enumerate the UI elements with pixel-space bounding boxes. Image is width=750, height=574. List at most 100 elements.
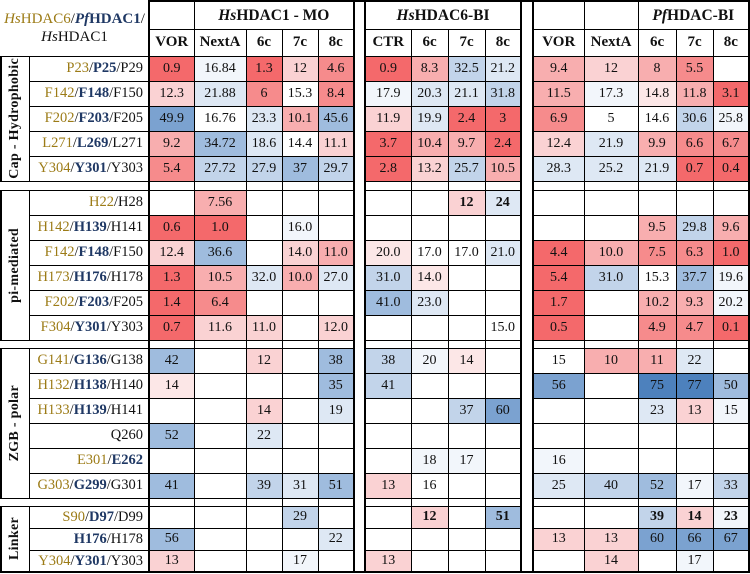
value-cell: 31.0 [583,264,639,291]
corner-line1: HsHDAC6/PfHDAC1/ [4,10,145,27]
value-cell: 13 [148,549,195,573]
column-gap [520,56,535,81]
value-cell: 13 [364,472,412,499]
value-cell: 0.4 [712,155,750,182]
empty-cell [484,372,523,399]
value-cell: 20.0 [364,239,412,266]
value-cell: 11.1 [317,130,356,157]
column-gap [520,448,535,473]
value-cell: 19 [317,397,356,424]
column-header: 7c [675,28,714,57]
column-header: NextA [583,28,639,57]
value-cell: 7.5 [637,239,677,266]
column-gap [353,131,367,156]
column-header: 6c [637,28,677,57]
value-cell: 9.7 [447,130,486,157]
value-cell: 13 [675,397,714,424]
column-gap [520,215,535,240]
column-gap [520,315,535,340]
value-cell: 4.7 [675,314,714,341]
value-cell: 38 [364,347,412,374]
empty-cell [484,264,523,291]
section-gap [410,181,449,190]
value-cell: 14 [245,397,283,424]
section-gap [637,340,677,348]
section-label: ZGB - polar [0,347,30,499]
section-gap [193,340,247,348]
value-cell: 16.0 [281,214,319,241]
value-cell: 27.9 [245,155,283,182]
value-cell: 15.0 [484,314,523,341]
column-gap [520,506,535,528]
value-cell: 11.6 [193,314,247,341]
value-cell: 12.4 [532,130,585,157]
value-cell: 10.2 [637,289,677,316]
value-cell: 11.8 [675,80,714,107]
value-cell: 16 [532,447,585,474]
section-label: Linker [0,505,30,573]
empty-cell [193,527,247,551]
value-cell: 22 [317,527,356,551]
value-cell: 11.0 [317,239,356,266]
empty-cell [281,289,319,316]
empty-cell [148,505,195,529]
value-cell: 14 [148,372,195,399]
column-gap [520,240,535,265]
empty-cell [364,214,412,241]
residue-label: S90/D97/D99 [28,505,150,529]
column-header: VOR [532,28,585,57]
value-cell: 34.72 [193,130,247,157]
value-cell: 20 [410,347,449,374]
empty-cell [193,397,247,424]
value-cell: 15 [532,347,585,374]
value-cell: 1.4 [148,289,195,316]
value-cell: 12 [245,347,283,374]
empty-cell [637,189,677,216]
column-gap [520,423,535,448]
column-header: 7c [447,28,486,57]
value-cell: 10.1 [281,105,319,132]
empty-cell [583,422,639,449]
empty-cell [484,422,523,449]
empty-cell [193,549,247,573]
empty-cell [364,527,412,551]
column-gap [353,340,367,348]
value-cell: 14 [583,549,639,573]
column-header: 6c [410,28,449,57]
value-cell: 3.7 [364,130,412,157]
value-cell: 12 [410,505,449,529]
column-gap [353,398,367,423]
empty-cell [447,372,486,399]
value-cell: 9.9 [637,130,677,157]
residue-label: H132/H138/H140 [28,372,150,399]
value-cell: 16.84 [193,55,247,82]
value-cell: 10.4 [410,130,449,157]
section-gap [281,181,319,190]
column-gap [520,29,535,56]
empty-cell [193,447,247,474]
column-gap [353,473,367,498]
value-cell: 17.9 [364,80,412,107]
column-gap [353,423,367,448]
empty-cell [317,505,356,529]
column-gap [353,506,367,528]
section-gap [148,340,195,348]
empty-cell [410,189,449,216]
value-cell: 12 [447,189,486,216]
value-cell: 52 [637,472,677,499]
empty-cell [317,189,356,216]
empty-cell [532,214,585,241]
value-cell: 3.1 [712,80,750,107]
section-label-text: Linker [7,517,23,561]
value-cell: 17 [675,472,714,499]
section-gap [245,498,283,506]
value-cell: 23 [712,505,750,529]
column-gap [520,498,535,506]
empty-cell [281,189,319,216]
value-cell: 35 [317,372,356,399]
value-cell: 3 [484,105,523,132]
value-cell: 17.0 [447,239,486,266]
value-cell: 12.0 [317,314,356,341]
